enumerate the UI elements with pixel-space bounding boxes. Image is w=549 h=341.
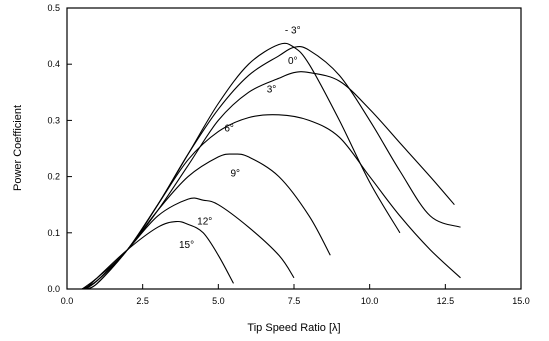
y-tick-label: 0.0 — [47, 284, 60, 294]
series-label: 3° — [267, 84, 277, 95]
series-line — [81, 42, 401, 290]
series-label: 0° — [288, 56, 298, 67]
series-label: 6° — [224, 124, 234, 135]
plot-area-frame — [66, 7, 522, 290]
series-line — [81, 71, 455, 290]
series-label: 12° — [197, 216, 212, 227]
series-label: 9° — [230, 169, 240, 180]
axis-ticks — [66, 7, 522, 290]
y-tick-label: 0.5 — [47, 3, 60, 13]
x-tick-label: 2.5 — [136, 296, 149, 306]
y-axis-title: Power Coefficient — [12, 105, 24, 191]
series-lines — [81, 42, 461, 290]
series-line — [81, 46, 461, 290]
x-tick-label: 0.0 — [61, 296, 74, 306]
x-tick-label: 12.5 — [437, 296, 455, 306]
series-line — [84, 114, 461, 290]
series-line — [84, 197, 295, 290]
x-tick-label: 5.0 — [212, 296, 225, 306]
tick-labels: 0.0 2.5 5.0 7.5 10.0 12.5 15.0 0.0 0.1 0.2 0.3 0.4 0… — [47, 3, 529, 306]
y-tick-label: 0.4 — [47, 59, 60, 69]
series-line — [84, 220, 234, 290]
x-tick-label: 10.0 — [361, 296, 379, 306]
y-tick-label: 0.1 — [47, 228, 60, 238]
y-tick-label: 0.3 — [47, 115, 60, 125]
series-line — [84, 153, 331, 290]
series-label: 15° — [179, 240, 194, 251]
series-labels: - 3° 0° 3° 6° 9° 12° 15° — [179, 25, 301, 251]
x-axis-title: Tip Speed Ratio [λ] — [247, 322, 340, 334]
x-tick-label: 7.5 — [288, 296, 301, 306]
y-tick-label: 0.2 — [47, 172, 60, 182]
x-tick-label: 15.0 — [512, 296, 530, 306]
series-label: - 3° — [285, 25, 301, 36]
